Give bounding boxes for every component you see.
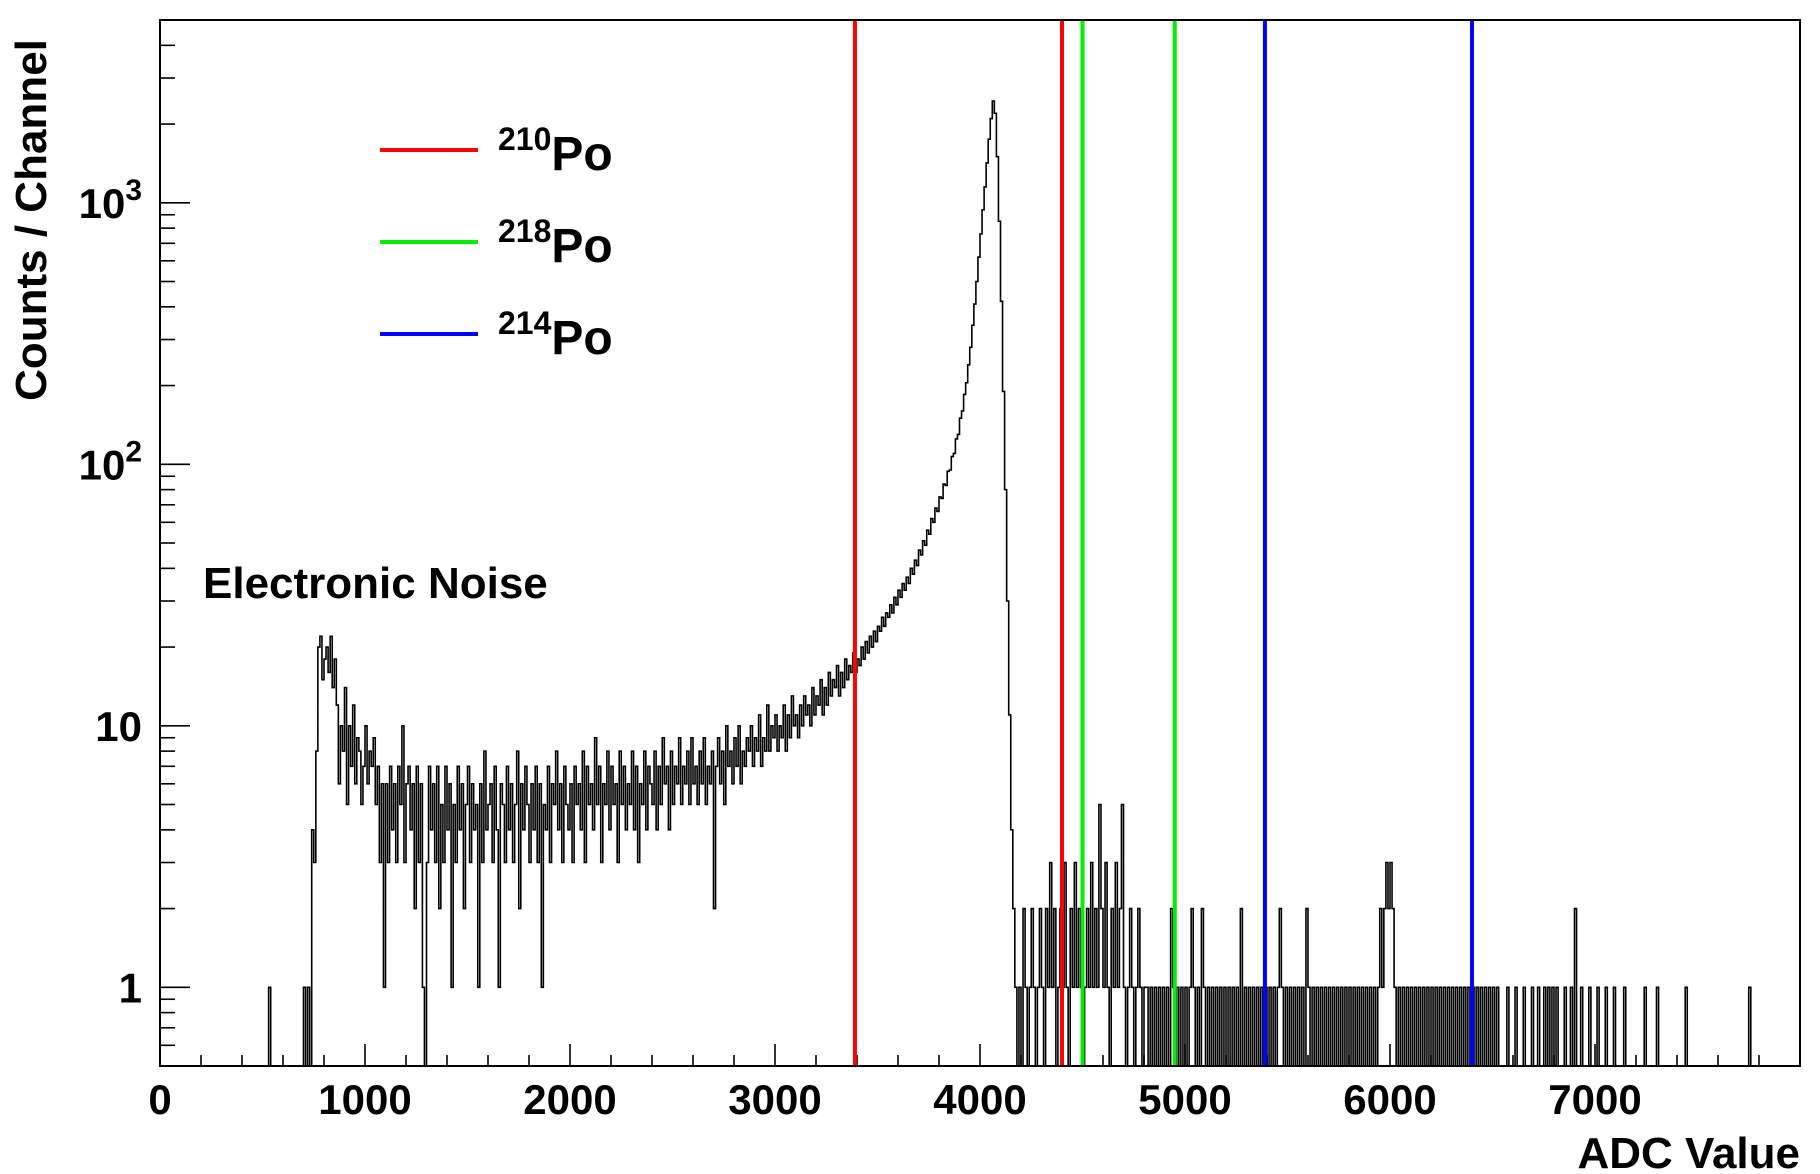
y-tick-label: 102 bbox=[79, 435, 142, 488]
x-tick-label: 2000 bbox=[523, 1076, 616, 1123]
x-tick-label: 7000 bbox=[1548, 1076, 1641, 1123]
y-tick-label: 103 bbox=[79, 174, 142, 227]
legend-label: 218Po bbox=[498, 213, 613, 273]
legend: 210Po 218Po 214Po bbox=[380, 121, 613, 365]
x-tick-label: 1000 bbox=[318, 1076, 411, 1123]
y-axis-tick-labels: 1 10 102 103 bbox=[79, 174, 142, 1011]
legend-label: 214Po bbox=[498, 305, 613, 365]
histogram-series bbox=[267, 100, 1753, 1067]
electronic-noise-annotation: Electronic Noise bbox=[203, 559, 548, 608]
y-tick-label: 10 bbox=[95, 703, 142, 750]
y-tick-label: 1 bbox=[119, 964, 142, 1011]
x-tick-label: 3000 bbox=[728, 1076, 821, 1123]
legend-label: 210Po bbox=[498, 121, 613, 181]
plot-frame bbox=[159, 19, 1801, 1067]
x-axis-tick-labels: 0 1000 2000 3000 4000 5000 6000 7000 bbox=[148, 1076, 1641, 1123]
x-tick-label: 5000 bbox=[1138, 1076, 1231, 1123]
x-tick-label: 4000 bbox=[933, 1076, 1026, 1123]
y-axis-title: Counts / Channel bbox=[7, 39, 56, 401]
x-tick-label: 6000 bbox=[1343, 1076, 1436, 1123]
x-axis-title: ADC Value bbox=[1577, 1129, 1800, 1174]
isotope-marker-lines bbox=[852, 20, 1474, 1066]
x-tick-label: 0 bbox=[148, 1076, 171, 1123]
